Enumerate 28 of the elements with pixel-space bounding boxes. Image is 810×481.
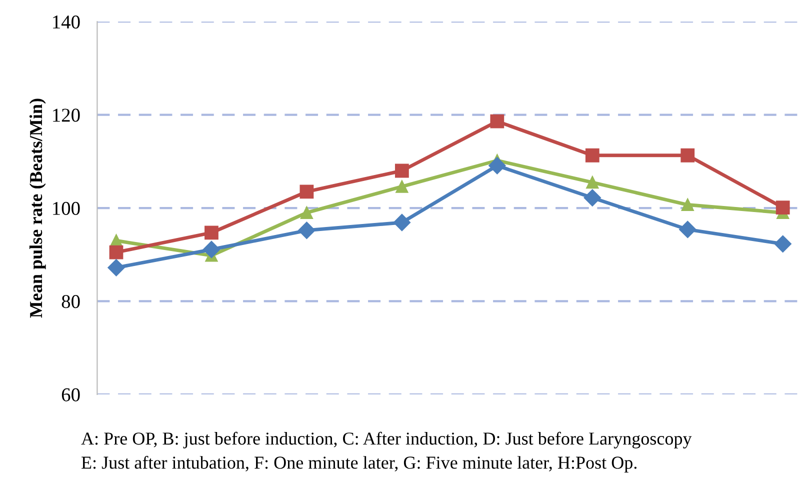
point: [774, 235, 792, 252]
point: [680, 148, 695, 162]
point: [109, 245, 124, 260]
point: [298, 222, 316, 239]
y-tick-label: 80: [62, 295, 80, 308]
point: [585, 148, 600, 162]
point: [300, 184, 314, 199]
y-tick-label: 60: [62, 388, 80, 402]
point: [490, 114, 504, 128]
point: [679, 220, 696, 238]
point: [586, 176, 599, 189]
point: [776, 200, 790, 215]
y-axis-title: Mean pulse rate (Beats/Min): [29, 98, 46, 318]
y-tick-label: 120: [53, 108, 80, 122]
point: [681, 198, 694, 212]
point: [300, 206, 313, 219]
point: [204, 226, 218, 240]
text: A: Pre OP, B: just before induction, C: After induction, D: Just before Laryngoscopy: [81, 432, 692, 448]
y-tick-label: 140: [53, 15, 80, 29]
point: [394, 164, 409, 178]
point: [393, 214, 410, 232]
point: [108, 259, 125, 276]
point: [396, 180, 408, 193]
point: [488, 157, 506, 174]
point: [584, 189, 601, 206]
y-tick-label: 100: [53, 202, 80, 215]
text: E: Just after intubation, F: One minute later, G: Five minute later, H:Post Op.: [82, 456, 636, 472]
point: [202, 240, 220, 258]
